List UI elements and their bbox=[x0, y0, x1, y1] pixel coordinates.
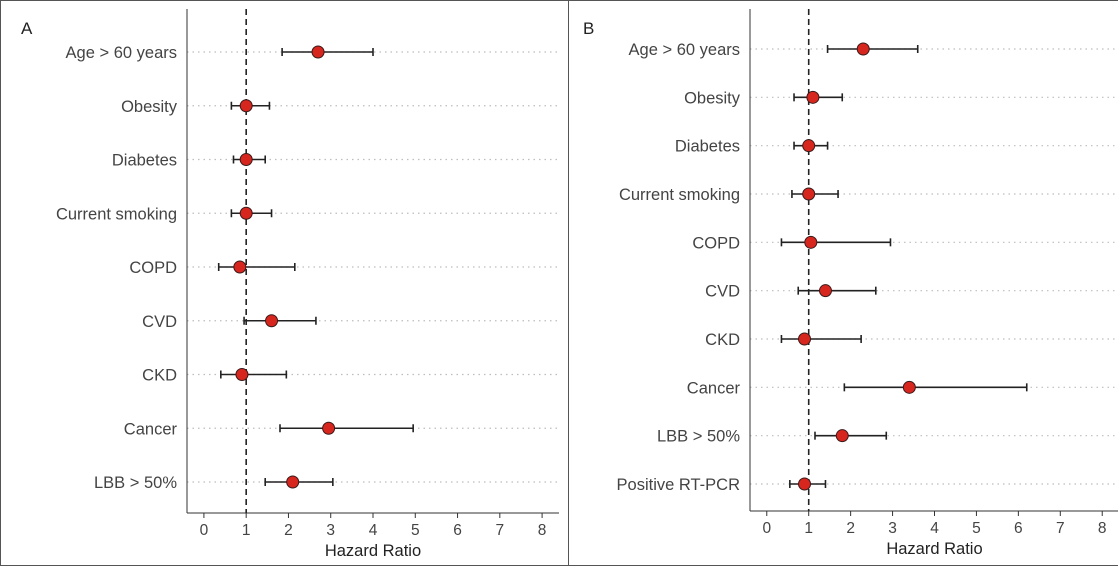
hazard-ratio-point bbox=[802, 187, 816, 201]
x-tick-label: 8 bbox=[1098, 520, 1107, 537]
category-label: COPD bbox=[129, 259, 177, 277]
category-label: CKD bbox=[705, 331, 740, 349]
x-tick-label: 1 bbox=[242, 522, 251, 539]
hazard-ratio-point bbox=[802, 139, 816, 153]
category-label: Diabetes bbox=[675, 138, 740, 156]
hazard-ratio-point bbox=[322, 421, 336, 435]
forest-plot-a: Age > 60 years Obesity Diabetes Current smo… bbox=[56, 9, 559, 560]
x-tick-label: 6 bbox=[453, 522, 462, 539]
x-tick-label: 4 bbox=[369, 522, 378, 539]
hazard-ratio-point bbox=[233, 260, 247, 274]
panel-b: B Age > 60 years Obesity Diabetes Current s… bbox=[568, 0, 1118, 566]
category-label: Cancer bbox=[124, 420, 178, 438]
category-label: CKD bbox=[142, 367, 177, 385]
x-axis-title: Hazard Ratio bbox=[325, 542, 421, 560]
x-axis-title: Hazard Ratio bbox=[886, 540, 982, 558]
category-label: Obesity bbox=[684, 89, 741, 107]
panel-a: A Age > 60 years Obesity Diabetes Current s… bbox=[0, 0, 569, 566]
x-tick-label: 2 bbox=[846, 520, 855, 537]
x-tick-label: 5 bbox=[972, 520, 981, 537]
category-label: Age > 60 years bbox=[629, 41, 740, 59]
hazard-ratio-point bbox=[239, 206, 253, 220]
hazard-ratio-point bbox=[311, 45, 325, 59]
x-tick-label: 6 bbox=[1014, 520, 1023, 537]
x-tick-label: 0 bbox=[762, 520, 771, 537]
category-label: Positive RT-PCR bbox=[617, 476, 741, 494]
x-tick-label: 0 bbox=[200, 522, 209, 539]
category-label: Diabetes bbox=[112, 152, 177, 170]
forest-plot-b: Age > 60 years Obesity Diabetes Current smo… bbox=[617, 9, 1118, 558]
hazard-ratio-point bbox=[798, 332, 812, 346]
category-label: CVD bbox=[705, 283, 740, 301]
x-tick-label: 3 bbox=[326, 522, 335, 539]
category-label: Cancer bbox=[687, 379, 741, 397]
x-tick-label: 2 bbox=[284, 522, 293, 539]
category-label: Obesity bbox=[121, 98, 178, 116]
x-tick-label: 5 bbox=[411, 522, 420, 539]
x-tick-label: 8 bbox=[538, 522, 547, 539]
hazard-ratio-point bbox=[818, 284, 832, 298]
category-label: Age > 60 years bbox=[66, 44, 177, 62]
hazard-ratio-point bbox=[239, 153, 253, 166]
category-label: Current smoking bbox=[56, 205, 177, 223]
category-label: CVD bbox=[142, 313, 177, 331]
x-tick-label: 7 bbox=[496, 522, 505, 539]
hazard-ratio-point bbox=[286, 475, 300, 489]
category-label: COPD bbox=[692, 234, 740, 252]
hazard-ratio-point bbox=[804, 235, 818, 249]
x-tick-label: 1 bbox=[804, 520, 813, 537]
x-tick-label: 3 bbox=[888, 520, 897, 537]
x-tick-label: 7 bbox=[1056, 520, 1065, 537]
panel-letter: A bbox=[21, 19, 33, 38]
category-label: LBB > 50% bbox=[657, 428, 740, 446]
hazard-ratio-point bbox=[806, 90, 820, 104]
hazard-ratio-point bbox=[835, 429, 849, 443]
category-label: Current smoking bbox=[619, 186, 740, 204]
hazard-ratio-point bbox=[239, 99, 253, 113]
hazard-ratio-point bbox=[798, 477, 812, 491]
x-tick-label: 4 bbox=[930, 520, 939, 537]
hazard-ratio-point bbox=[856, 42, 870, 56]
category-label: LBB > 50% bbox=[94, 474, 177, 492]
hazard-ratio-point bbox=[235, 368, 249, 381]
hazard-ratio-point bbox=[265, 314, 279, 328]
hazard-ratio-point bbox=[902, 380, 916, 394]
panel-letter: B bbox=[583, 19, 595, 38]
